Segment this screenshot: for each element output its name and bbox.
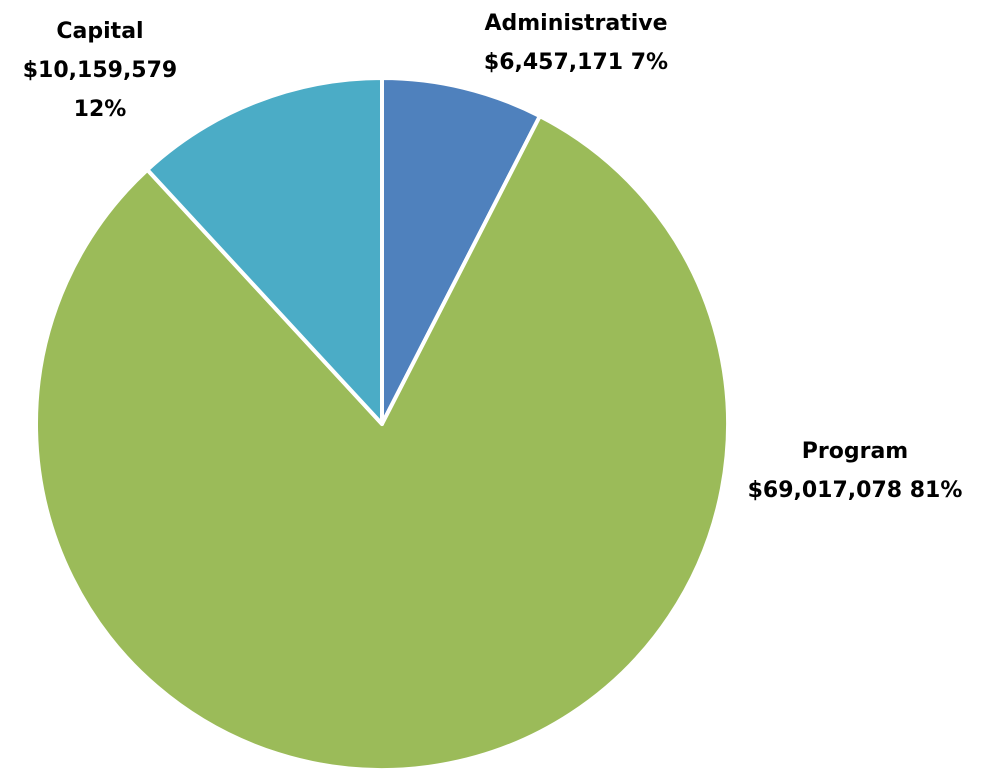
data-label-program-line-2: $69,017,078 81%	[748, 478, 963, 503]
pie-slice-capital	[145, 76, 384, 426]
pie-labels: Administrative $6,457,171 7% Program $69,01…	[23, 11, 963, 503]
data-label-capital-line-1: Capital	[56, 19, 143, 44]
data-label-administrative-line-1: Administrative	[484, 11, 667, 36]
data-label-capital-line-3: 12%	[74, 97, 127, 122]
data-label-program-line-1: Program	[802, 439, 908, 464]
data-label-administrative: Administrative $6,457,171 7%	[484, 11, 668, 75]
pie-slices	[34, 76, 730, 771]
data-label-capital-line-2: $10,159,579	[23, 58, 177, 83]
pie-slice-administrative	[380, 76, 542, 426]
pie-slice-program	[34, 114, 730, 771]
data-label-capital: Capital $10,159,579 12%	[23, 19, 177, 122]
data-label-program: Program $69,017,078 81%	[748, 439, 963, 503]
data-label-administrative-line-2: $6,457,171 7%	[484, 50, 668, 75]
